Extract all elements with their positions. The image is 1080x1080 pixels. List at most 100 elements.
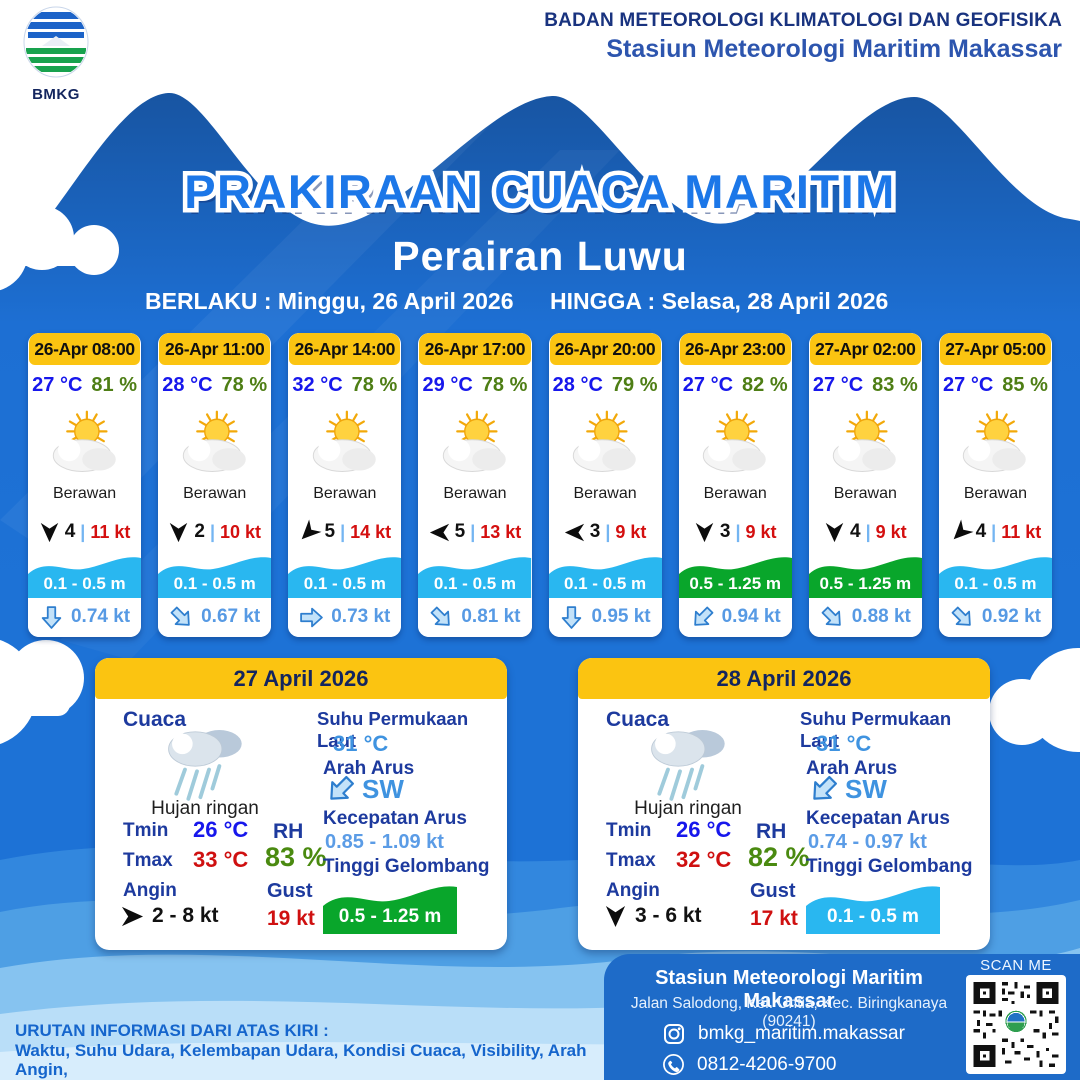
wave-height: 0.1 - 0.5 m bbox=[954, 573, 1037, 593]
current-direction-icon bbox=[945, 600, 980, 635]
daily-wind-row: 3 - 6 kt bbox=[604, 904, 702, 928]
weather-icon-box bbox=[158, 403, 271, 485]
visibility-value: 4 bbox=[975, 521, 987, 543]
agency-name: BADAN METEOROLOGI KLIMATOLOGI DAN GEOFIS… bbox=[544, 10, 1062, 31]
legend-line1: Waktu, Suhu Udara, Kelembapan Udara, Kon… bbox=[15, 1040, 587, 1080]
current-direction-icon bbox=[815, 600, 850, 635]
condition-label: Berawan bbox=[313, 484, 377, 502]
wind-speed: 10 kt bbox=[219, 521, 262, 542]
forecast-card: 27-Apr 02:00 27 °C 83 % Berawan 4 | 9 kt… bbox=[808, 333, 922, 637]
current-row: 0.74 kt bbox=[28, 597, 142, 637]
current-speed: 0.74 kt bbox=[70, 606, 131, 628]
current-row: 0.92 kt bbox=[938, 597, 1052, 637]
wave-band-shape bbox=[808, 557, 922, 598]
daily-wave-band: 0.1 - 0.5 m bbox=[806, 878, 940, 934]
angin-label: Angin bbox=[606, 880, 660, 901]
sun-cloud-icon bbox=[693, 409, 777, 478]
info-legend: URUTAN INFORMASI DARI ATAS KIRI : Waktu,… bbox=[15, 1021, 615, 1080]
current-speed: 0.94 kt bbox=[721, 606, 781, 628]
wave-band-shape bbox=[158, 557, 272, 598]
separator: | bbox=[865, 521, 871, 542]
card-time: 27-Apr 05:00 bbox=[939, 333, 1051, 366]
wind-direction-icon bbox=[121, 905, 144, 928]
current-direction-icon bbox=[39, 605, 64, 630]
daily-condition: Hujan ringan bbox=[151, 798, 259, 819]
card-time: 26-Apr 23:00 bbox=[679, 333, 791, 366]
current-speed-value: 0.74 - 0.97 kt bbox=[808, 831, 927, 853]
forecast-card: 26-Apr 08:00 27 °C 81 % Berawan 4 | 11 k… bbox=[28, 333, 142, 637]
tmax-value: 33 °C bbox=[193, 847, 249, 872]
daily-date: 28 April 2026 bbox=[578, 658, 990, 699]
current-direction-icon bbox=[319, 768, 363, 812]
phone-row: 0812-4206-9700 bbox=[662, 1053, 836, 1076]
current-direction-icon bbox=[164, 600, 199, 635]
instagram-handle: bmkg_maritim.makassar bbox=[698, 1023, 905, 1044]
wind-row: 3 | 9 kt bbox=[549, 516, 662, 547]
separator: | bbox=[340, 521, 346, 542]
sun-cloud-icon bbox=[173, 409, 257, 478]
card-time: 26-Apr 14:00 bbox=[289, 333, 401, 366]
wind-row: 3 | 9 kt bbox=[679, 516, 792, 547]
current-speed: 0.92 kt bbox=[981, 606, 1042, 628]
scan-me-label: SCAN ME bbox=[980, 957, 1052, 974]
wind-direction-icon bbox=[294, 517, 324, 547]
instagram-icon bbox=[664, 1024, 684, 1044]
forecast-card: 27-Apr 05:00 27 °C 85 % Berawan 4 | 11 k… bbox=[938, 333, 1052, 637]
wind-row: 4 | 9 kt bbox=[809, 516, 922, 547]
air-temp: 27 °C bbox=[812, 374, 864, 397]
visibility-value: 2 bbox=[194, 521, 205, 543]
wind-speed: 11 kt bbox=[90, 521, 131, 542]
phone-icon bbox=[663, 1054, 684, 1075]
separator: | bbox=[209, 521, 215, 542]
temp-row: 29 °C 78 % bbox=[418, 369, 531, 402]
sst-label: Suhu Permukaan Laut bbox=[317, 708, 469, 751]
card-time: 26-Apr 11:00 bbox=[159, 333, 271, 366]
current-row: 0.67 kt bbox=[158, 597, 272, 637]
wind-direction-icon bbox=[945, 517, 975, 547]
forecast-card: 26-Apr 23:00 27 °C 82 % Berawan 3 | 9 kt… bbox=[678, 333, 792, 637]
wind-direction-icon bbox=[168, 522, 189, 543]
current-speed-label: Kecepatan Arus bbox=[806, 808, 950, 829]
current-direction-icon bbox=[559, 605, 584, 630]
current-dir-label: Arah Arus bbox=[323, 758, 415, 779]
weather-icon-box bbox=[288, 403, 401, 485]
condition-label: Berawan bbox=[703, 484, 767, 502]
sun-cloud-icon bbox=[563, 409, 647, 478]
weather-icon-box bbox=[809, 403, 922, 485]
wave-band: 0.1 - 0.5 m bbox=[158, 548, 272, 598]
sst-value: 31 °C bbox=[816, 731, 872, 756]
weather-icon-box bbox=[679, 403, 792, 485]
separator: | bbox=[80, 521, 86, 542]
wave-height: 0.1 - 0.5 m bbox=[563, 573, 647, 593]
current-direction-icon bbox=[424, 600, 459, 635]
wave-band: 0.1 - 0.5 m bbox=[28, 548, 142, 598]
current-speed-value: 0.85 - 1.09 kt bbox=[325, 831, 444, 853]
current-row: 0.88 kt bbox=[808, 597, 922, 637]
daily-wind-row: 2 - 8 kt bbox=[121, 904, 219, 928]
rh-value: 82 % bbox=[748, 842, 810, 872]
sun-cloud-icon bbox=[953, 409, 1037, 478]
wave-band-shape bbox=[806, 886, 940, 934]
hourly-cards-row: 26-Apr 08:00 27 °C 81 % Berawan 4 | 11 k… bbox=[28, 333, 1052, 637]
forecast-card: 26-Apr 11:00 28 °C 78 % Berawan 2 | 10 k… bbox=[158, 333, 272, 637]
sun-cloud-icon bbox=[43, 409, 127, 478]
daily-wave-height: 0.5 - 1.25 m bbox=[338, 906, 442, 927]
wave-band-shape bbox=[418, 557, 532, 598]
wind-row: 2 | 10 kt bbox=[158, 516, 271, 547]
humidity: 82 % bbox=[742, 374, 788, 397]
humidity: 78 % bbox=[481, 374, 528, 397]
gust-value: 19 kt bbox=[267, 907, 315, 930]
current-speed: 0.73 kt bbox=[331, 606, 391, 628]
temp-row: 28 °C 79 % bbox=[549, 369, 662, 402]
forecast-card: 26-Apr 20:00 28 °C 79 % Berawan 3 | 9 kt… bbox=[548, 333, 662, 637]
temp-row: 28 °C 78 % bbox=[158, 369, 271, 402]
wave-height: 0.5 - 1.25 m bbox=[689, 573, 782, 593]
current-row: 0.95 kt bbox=[548, 597, 662, 637]
visibility-value: 3 bbox=[589, 521, 601, 543]
daily-wind-range: 3 - 6 kt bbox=[635, 904, 702, 927]
wind-direction-icon bbox=[429, 522, 450, 543]
forecast-card: 26-Apr 14:00 32 °C 78 % Berawan 5 | 14 k… bbox=[288, 333, 402, 637]
wind-direction-icon bbox=[604, 905, 627, 928]
main-title: PRAKIRAAN CUACA MARITIM PRAKIRAAN CUACA … bbox=[0, 164, 1080, 220]
